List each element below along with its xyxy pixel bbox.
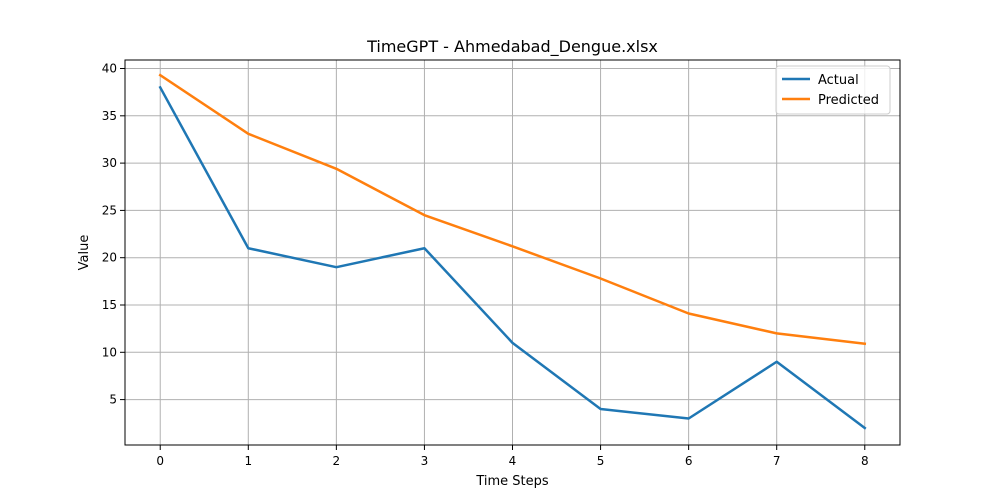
series-line-predicted [158,73,867,346]
y-tick-label: 15 [102,298,117,312]
x-tick-label: 0 [156,454,164,468]
y-tick-label: 35 [102,109,117,123]
x-tick-label: 1 [244,454,252,468]
legend-label: Actual [818,73,859,88]
x-axis-ticks: 0 1 2 3 4 5 6 7 8 [156,445,869,468]
x-tick-label: 5 [597,454,605,468]
y-tick-label: 20 [102,251,117,265]
x-tick-label: 2 [333,454,341,468]
x-tick-label: 3 [421,454,429,468]
y-axis-label: Value [77,235,92,271]
series-lines [158,73,867,430]
x-tick-label: 6 [685,454,693,468]
legend: Actual Predicted [775,65,891,115]
y-tick-label: 40 [102,62,117,76]
y-tick-label: 5 [109,393,117,407]
grid-lines [125,60,900,445]
series-line-actual [158,85,867,430]
x-tick-label: 8 [861,454,869,468]
y-axis-ticks: 5 10 15 20 25 30 35 40 [102,62,125,407]
x-tick-label: 4 [509,454,517,468]
y-tick-label: 30 [102,156,117,170]
y-tick-label: 10 [102,345,117,359]
legend-label: Predicted [818,93,879,108]
y-tick-label: 25 [102,203,117,217]
x-axis-label: Time Steps [475,474,549,489]
chart-title: TimeGPT - Ahmedabad_Dengue.xlsx [366,37,658,57]
x-tick-label: 7 [773,454,781,468]
